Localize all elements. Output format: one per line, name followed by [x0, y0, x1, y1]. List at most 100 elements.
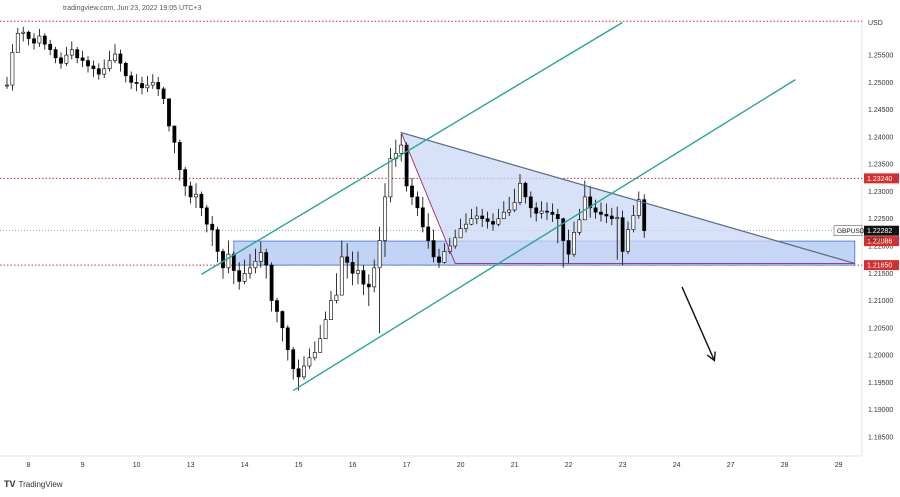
candle-body[interactable]	[280, 311, 285, 329]
candle-body[interactable]	[237, 270, 242, 282]
candle-body[interactable]	[410, 185, 414, 198]
candle-body[interactable]	[134, 82, 139, 84]
candle-body[interactable]	[599, 211, 603, 215]
candle-body[interactable]	[107, 60, 112, 70]
candle-body[interactable]	[204, 207, 209, 225]
candle-body[interactable]	[312, 352, 317, 359]
candle-body[interactable]	[339, 256, 344, 296]
candle-body[interactable]	[156, 82, 161, 90]
candle-body[interactable]	[437, 256, 441, 263]
candle-body[interactable]	[215, 229, 220, 252]
candle-body[interactable]	[609, 215, 614, 220]
candle-body[interactable]	[377, 240, 382, 269]
candle-body[interactable]	[48, 43, 53, 50]
candle-body[interactable]	[507, 209, 512, 213]
candle-body[interactable]	[420, 207, 425, 228]
candle-body[interactable]	[15, 32, 20, 53]
triangle-left-leg[interactable]	[400, 132, 456, 264]
candle-body[interactable]	[604, 214, 609, 217]
candle-body[interactable]	[167, 98, 171, 127]
candle-body[interactable]	[615, 217, 620, 220]
candle-body[interactable]	[464, 223, 468, 229]
candle-body[interactable]	[345, 256, 350, 263]
candle-body[interactable]	[512, 202, 517, 211]
candle-body[interactable]	[10, 52, 15, 86]
candle-body[interactable]	[356, 270, 360, 274]
candle-body[interactable]	[329, 300, 333, 320]
candle-body[interactable]	[140, 83, 144, 89]
candle-body[interactable]	[226, 253, 231, 269]
candle-body[interactable]	[102, 68, 107, 75]
candle-body[interactable]	[350, 262, 355, 274]
candle-body[interactable]	[334, 294, 339, 301]
candle-body[interactable]	[21, 31, 26, 34]
candle-body[interactable]	[431, 240, 436, 258]
candle-body[interactable]	[480, 215, 485, 220]
candle-body[interactable]	[26, 31, 31, 40]
candle-body[interactable]	[91, 65, 96, 70]
candle-body[interactable]	[539, 210, 544, 214]
candle-body[interactable]	[172, 125, 177, 143]
candle-body[interactable]	[545, 210, 549, 213]
candle-body[interactable]	[372, 267, 377, 288]
candle-body[interactable]	[80, 57, 85, 61]
candle-body[interactable]	[64, 54, 69, 64]
candle-body[interactable]	[307, 357, 312, 367]
candle-body[interactable]	[86, 60, 90, 67]
candle-body[interactable]	[188, 185, 193, 198]
candle-body[interactable]	[296, 368, 301, 378]
candle-body[interactable]	[620, 217, 625, 252]
candle-body[interactable]	[442, 251, 447, 263]
candle-body[interactable]	[626, 229, 630, 252]
candle-body[interactable]	[453, 237, 458, 247]
candle-body[interactable]	[426, 226, 431, 241]
candle-body[interactable]	[118, 53, 123, 64]
candle-body[interactable]	[113, 53, 117, 61]
candle-body[interactable]	[37, 35, 42, 44]
candle-body[interactable]	[469, 218, 474, 225]
candle-body[interactable]	[253, 260, 258, 269]
candle-body[interactable]	[572, 232, 576, 255]
candle-body[interactable]	[561, 218, 566, 241]
candle-body[interactable]	[323, 319, 328, 340]
candle-body[interactable]	[491, 221, 495, 225]
candle-body[interactable]	[69, 49, 74, 56]
candle-body[interactable]	[96, 68, 101, 75]
candle-body[interactable]	[566, 240, 571, 255]
candle-body[interactable]	[177, 142, 182, 170]
candle-body[interactable]	[318, 338, 323, 353]
candle-body[interactable]	[366, 283, 371, 288]
candle-body[interactable]	[474, 215, 479, 220]
candle-body[interactable]	[577, 219, 582, 233]
candle-body[interactable]	[129, 75, 134, 83]
arrow-shaft[interactable]	[681, 286, 716, 361]
candle-body[interactable]	[275, 300, 279, 312]
candle-body[interactable]	[501, 211, 506, 220]
candle-body[interactable]	[550, 211, 555, 215]
candle-body[interactable]	[145, 84, 150, 89]
candle-body[interactable]	[5, 84, 9, 87]
candle-body[interactable]	[150, 82, 155, 86]
candle-body[interactable]	[231, 253, 236, 271]
candle-body[interactable]	[242, 272, 247, 282]
candle-body[interactable]	[302, 365, 306, 378]
candle-body[interactable]	[523, 182, 528, 198]
candle-body[interactable]	[32, 38, 36, 44]
channel-line-2[interactable]	[292, 79, 796, 392]
candle-body[interactable]	[75, 49, 80, 59]
candle-body[interactable]	[194, 193, 198, 198]
candle-body[interactable]	[415, 196, 420, 209]
candle-body[interactable]	[53, 49, 58, 59]
candle-body[interactable]	[42, 35, 47, 45]
candle-body[interactable]	[264, 252, 269, 266]
candle-body[interactable]	[161, 88, 166, 100]
candle-body[interactable]	[199, 193, 204, 209]
candle-body[interactable]	[258, 252, 263, 262]
candle-body[interactable]	[593, 207, 598, 213]
candle-body[interactable]	[631, 215, 636, 230]
candle-body[interactable]	[588, 196, 593, 209]
candle-body[interactable]	[59, 57, 63, 64]
candle-body[interactable]	[496, 218, 501, 225]
candle-body[interactable]	[518, 182, 522, 203]
